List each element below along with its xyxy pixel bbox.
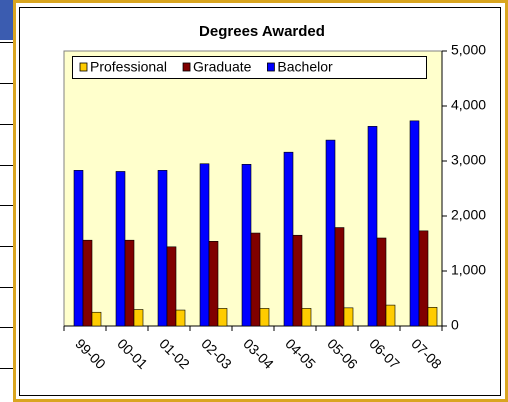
- bar: [241, 164, 252, 327]
- legend-swatch: [182, 62, 191, 72]
- bar: [157, 170, 168, 327]
- bar: [166, 246, 177, 327]
- bar: [124, 239, 135, 327]
- header-cell: [0, 0, 13, 40]
- y-tick-label: 3,000: [451, 152, 486, 168]
- bar: [427, 306, 438, 327]
- y-tick-label: 1,000: [451, 262, 486, 278]
- bar: [91, 311, 102, 327]
- bar: [334, 227, 345, 327]
- bar: [208, 241, 219, 327]
- legend-swatch: [79, 62, 88, 72]
- bar: [133, 309, 144, 327]
- bar: [325, 139, 336, 327]
- legend: [72, 56, 427, 79]
- y-tick-label: 2,000: [451, 207, 486, 223]
- bar: [343, 307, 354, 327]
- bar: [283, 151, 294, 327]
- bar: [250, 232, 261, 327]
- bar: [292, 234, 303, 327]
- bar: [199, 163, 210, 327]
- bar: [301, 308, 312, 327]
- bar: [82, 239, 93, 327]
- y-tick-label: 0: [451, 317, 459, 333]
- chart-title: Degrees Awarded: [199, 23, 325, 40]
- sheet-rows: [0, 42, 13, 369]
- bar: [409, 120, 420, 327]
- bar: [385, 304, 396, 327]
- legend-label: Graduate: [193, 59, 252, 75]
- legend-swatch: [267, 62, 275, 72]
- bar: [418, 230, 429, 327]
- y-tick-label: 4,000: [451, 97, 486, 113]
- bar: [376, 237, 387, 327]
- bar: [367, 126, 378, 327]
- bar: [115, 171, 126, 327]
- legend-label: Bachelor: [277, 59, 333, 75]
- y-tick-label: 5,000: [451, 42, 486, 58]
- bar: [73, 170, 84, 327]
- legend-label: Professional: [90, 59, 167, 75]
- bar: [175, 309, 186, 327]
- bar: [217, 308, 228, 327]
- bar: [259, 308, 270, 327]
